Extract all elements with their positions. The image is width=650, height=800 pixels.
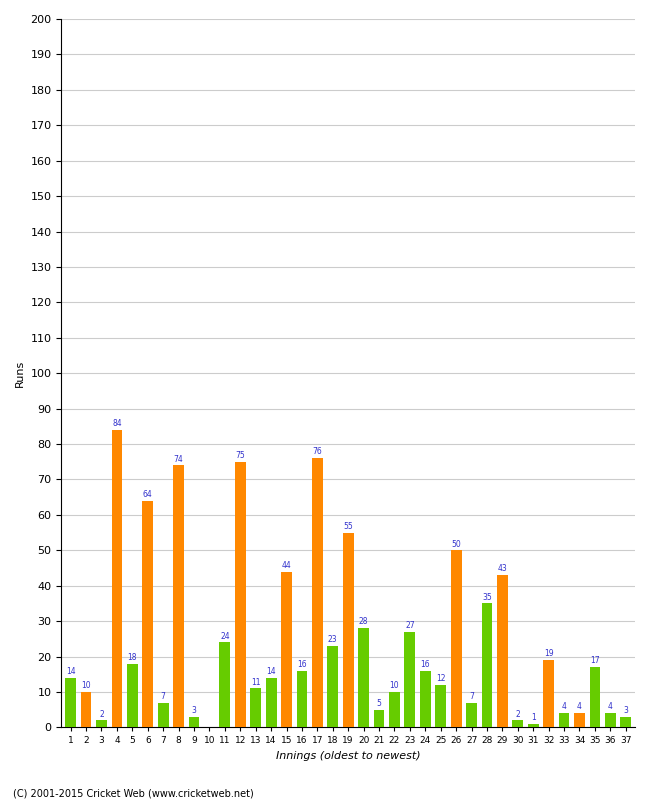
Text: 43: 43 bbox=[497, 564, 507, 574]
Bar bbox=[450, 550, 462, 727]
Bar bbox=[543, 660, 554, 727]
Bar bbox=[420, 670, 431, 727]
Bar bbox=[158, 702, 168, 727]
Text: 50: 50 bbox=[451, 539, 461, 549]
Bar bbox=[81, 692, 92, 727]
Bar bbox=[497, 575, 508, 727]
Bar bbox=[65, 678, 76, 727]
Text: 10: 10 bbox=[81, 682, 91, 690]
Bar bbox=[605, 714, 616, 727]
Text: 10: 10 bbox=[389, 682, 399, 690]
Text: 35: 35 bbox=[482, 593, 492, 602]
Bar bbox=[558, 714, 569, 727]
Text: 2: 2 bbox=[515, 710, 520, 718]
Text: 4: 4 bbox=[577, 702, 582, 711]
Bar bbox=[127, 664, 138, 727]
Text: 14: 14 bbox=[66, 667, 75, 676]
Bar bbox=[358, 628, 369, 727]
Text: 16: 16 bbox=[297, 660, 307, 669]
Text: 55: 55 bbox=[343, 522, 353, 531]
Bar bbox=[404, 632, 415, 727]
Text: 16: 16 bbox=[421, 660, 430, 669]
Bar bbox=[296, 670, 307, 727]
Text: 4: 4 bbox=[562, 702, 567, 711]
Bar bbox=[343, 533, 354, 727]
Bar bbox=[250, 689, 261, 727]
Text: 84: 84 bbox=[112, 419, 122, 428]
Text: 3: 3 bbox=[623, 706, 628, 715]
Bar bbox=[235, 462, 246, 727]
Text: (C) 2001-2015 Cricket Web (www.cricketweb.net): (C) 2001-2015 Cricket Web (www.cricketwe… bbox=[13, 788, 254, 798]
Text: 75: 75 bbox=[235, 451, 245, 460]
Text: 14: 14 bbox=[266, 667, 276, 676]
Bar bbox=[173, 466, 184, 727]
Text: 5: 5 bbox=[376, 699, 382, 708]
Text: 17: 17 bbox=[590, 657, 600, 666]
Text: 28: 28 bbox=[359, 618, 369, 626]
Text: 44: 44 bbox=[281, 561, 291, 570]
Bar bbox=[142, 501, 153, 727]
Bar bbox=[528, 724, 539, 727]
Text: 19: 19 bbox=[544, 650, 553, 658]
Bar bbox=[590, 667, 601, 727]
Text: 24: 24 bbox=[220, 632, 229, 641]
Text: 27: 27 bbox=[405, 621, 415, 630]
Text: 1: 1 bbox=[531, 713, 536, 722]
Bar bbox=[220, 642, 230, 727]
Text: 64: 64 bbox=[143, 490, 153, 499]
Text: 2: 2 bbox=[99, 710, 104, 718]
Text: 7: 7 bbox=[469, 692, 474, 701]
Bar bbox=[96, 720, 107, 727]
Text: 7: 7 bbox=[161, 692, 166, 701]
Text: 74: 74 bbox=[174, 454, 183, 463]
X-axis label: Innings (oldest to newest): Innings (oldest to newest) bbox=[276, 751, 421, 761]
Text: 11: 11 bbox=[251, 678, 261, 686]
Text: 4: 4 bbox=[608, 702, 613, 711]
Y-axis label: Runs: Runs bbox=[15, 359, 25, 387]
Bar bbox=[436, 685, 446, 727]
Bar bbox=[466, 702, 477, 727]
Bar bbox=[620, 717, 631, 727]
Bar bbox=[112, 430, 122, 727]
Bar bbox=[312, 458, 323, 727]
Bar bbox=[188, 717, 200, 727]
Bar bbox=[328, 646, 338, 727]
Text: 76: 76 bbox=[313, 447, 322, 457]
Bar bbox=[574, 714, 585, 727]
Text: 23: 23 bbox=[328, 635, 337, 644]
Bar bbox=[482, 603, 492, 727]
Bar bbox=[266, 678, 276, 727]
Bar bbox=[512, 720, 523, 727]
Bar bbox=[281, 571, 292, 727]
Bar bbox=[374, 710, 384, 727]
Text: 18: 18 bbox=[127, 653, 137, 662]
Text: 12: 12 bbox=[436, 674, 445, 683]
Text: 3: 3 bbox=[192, 706, 196, 715]
Bar bbox=[389, 692, 400, 727]
